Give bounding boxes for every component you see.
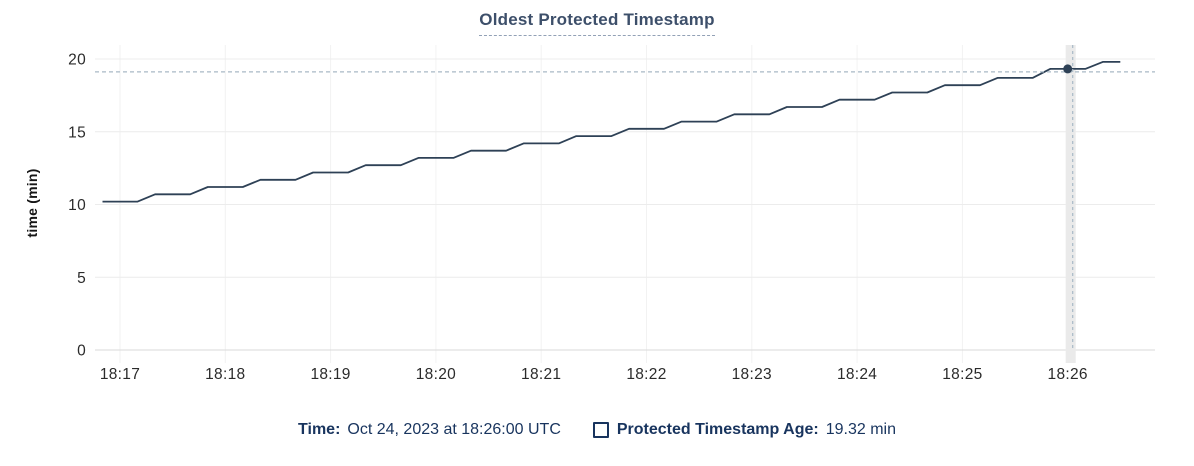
y-tick-label: 10 [68,197,86,214]
x-tick-label: 18:18 [205,366,245,383]
chart-canvas[interactable]: 18:17 18:18 18:19 18:20 18:21 18:22 18:23 18:24… [0,0,1194,410]
y-tick-label: 5 [77,270,86,287]
x-tick-label: 18:26 [1048,366,1088,383]
x-tick-label: 18:23 [732,366,772,383]
chart-title-row: Oldest Protected Timestamp [0,10,1194,36]
y-tick-label: 20 [68,52,86,69]
x-tick-label: 18:24 [837,366,877,383]
legend-time-label: Time: [298,421,341,438]
x-tick-label: 18:22 [626,366,666,383]
y-tick-label: 15 [68,124,86,141]
x-tick-label: 18:25 [942,366,982,383]
series-toggle[interactable]: Protected Timestamp Age: [592,421,819,439]
x-tick-label: 18:20 [416,366,456,383]
series-line [102,61,1121,203]
legend-time-value: Oct 24, 2023 at 18:26:00 UTC [347,421,561,438]
legend-series-value: 19.32 min [825,421,896,438]
cursor-point [1063,64,1073,74]
chart-title[interactable]: Oldest Protected Timestamp [479,10,715,36]
x-tick-label: 18:19 [310,366,350,383]
chart-legend: Time: Oct 24, 2023 at 18:26:00 UTC Prote… [0,421,1194,439]
series-checkbox-icon[interactable] [592,422,609,438]
x-tick-label: 18:17 [100,366,140,383]
legend-series-label: Protected Timestamp Age: [616,421,819,438]
x-tick-label: 18:21 [521,366,561,383]
y-tick-label: 0 [77,343,86,360]
cursor-band [1065,45,1076,363]
